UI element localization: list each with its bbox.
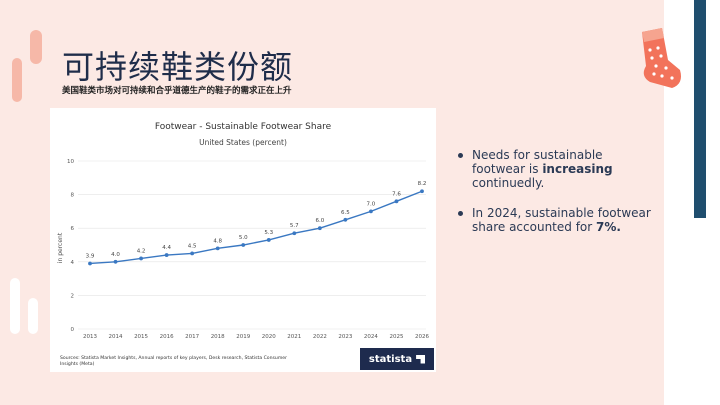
data-label: 7.0	[367, 201, 376, 207]
decor-pill	[12, 58, 22, 102]
accent-bar	[694, 0, 706, 218]
bullet-list: Needs for sustainable footwear is increa…	[456, 148, 656, 250]
x-tick-label: 2024	[364, 334, 378, 340]
decor-pill	[676, 332, 686, 358]
bullet-text: Needs for sustainable footwear is	[472, 148, 603, 176]
chart-card: Footwear - Sustainable Footwear Share Un…	[50, 108, 436, 372]
x-tick-label: 2022	[313, 334, 327, 340]
x-tick-label: 2021	[287, 334, 301, 340]
x-tick-label: 2023	[338, 334, 352, 340]
chart-subtitle: United States (percent)	[199, 138, 287, 147]
logo-mark-icon	[416, 354, 426, 364]
data-point	[139, 256, 143, 261]
x-tick-label: 2014	[109, 334, 123, 340]
y-tick-label: 6	[71, 226, 75, 232]
series-line	[89, 190, 423, 265]
data-point	[215, 246, 220, 251]
x-tick-label: 2016	[160, 334, 174, 340]
bullet-bold: 7%.	[596, 220, 621, 234]
bullet-bold: increasing	[542, 162, 613, 176]
x-tick-label: 2020	[262, 334, 276, 340]
data-label: 4.4	[162, 245, 171, 251]
x-tick-label: 2019	[236, 334, 250, 340]
data-point	[292, 231, 297, 236]
data-point	[241, 243, 246, 247]
line-chart: Footwear - Sustainable Footwear Share Un…	[57, 122, 429, 340]
bullet-dot-icon	[458, 211, 463, 216]
data-label: 4.0	[111, 252, 120, 258]
data-label: 4.2	[137, 248, 146, 254]
decor-pill	[694, 346, 704, 388]
x-tick-label: 2018	[211, 334, 225, 340]
data-label: 7.6	[392, 191, 401, 197]
y-tick-label: 4	[71, 260, 75, 266]
y-tick-label: 2	[71, 293, 75, 299]
bullet-item: In 2024, sustainable footwear share acco…	[456, 206, 656, 234]
data-label: 3.9	[86, 253, 95, 259]
bullet-text-end: continuedly.	[472, 176, 545, 190]
bullet-text: In 2024, sustainable footwear share acco…	[472, 206, 651, 234]
bullet-dot-icon	[458, 153, 463, 158]
data-point	[266, 238, 271, 242]
data-label: 4.5	[188, 243, 197, 249]
decor-pill	[28, 298, 38, 334]
data-point	[369, 209, 373, 214]
data-point	[420, 189, 424, 194]
data-point	[394, 199, 399, 204]
decor-pill	[10, 278, 20, 334]
logo-text: statista	[368, 353, 413, 365]
y-tick-label: 0	[71, 327, 75, 333]
data-label: 6.5	[341, 210, 350, 216]
x-tick-label: 2017	[185, 334, 199, 340]
y-axis-title: in percent	[57, 232, 64, 263]
sock-icon	[642, 28, 681, 88]
decor-pill	[30, 30, 42, 64]
data-label: 5.0	[239, 235, 248, 241]
data-label: 5.3	[264, 230, 273, 236]
data-point	[343, 217, 348, 222]
x-tick-label: 2013	[83, 334, 97, 340]
data-point	[164, 253, 169, 257]
bullet-item: Needs for sustainable footwear is increa…	[456, 148, 656, 190]
data-point	[190, 251, 195, 256]
data-label: 5.7	[290, 223, 299, 229]
data-point	[113, 259, 118, 264]
chart-title: Footwear - Sustainable Footwear Share	[155, 122, 332, 132]
data-label: 8.2	[418, 181, 427, 187]
page-title: 可持续鞋类份额	[62, 48, 294, 86]
y-tick-label: 8	[71, 193, 75, 199]
data-point	[88, 261, 92, 266]
statista-logo: statista	[360, 348, 434, 370]
x-tick-label: 2015	[134, 334, 148, 340]
y-tick-label: 10	[67, 159, 74, 165]
x-tick-label: 2026	[415, 334, 429, 340]
x-tick-label: 2025	[389, 334, 403, 340]
data-label: 6.0	[315, 218, 324, 224]
data-point	[317, 226, 322, 231]
page-subtitle: 美国鞋类市场对可持续和合乎道德生产的鞋子的需求正在上升	[62, 86, 292, 96]
chart-source: Sources: Statista Market Insights, Annua…	[60, 356, 288, 368]
data-label: 4.8	[213, 238, 222, 244]
